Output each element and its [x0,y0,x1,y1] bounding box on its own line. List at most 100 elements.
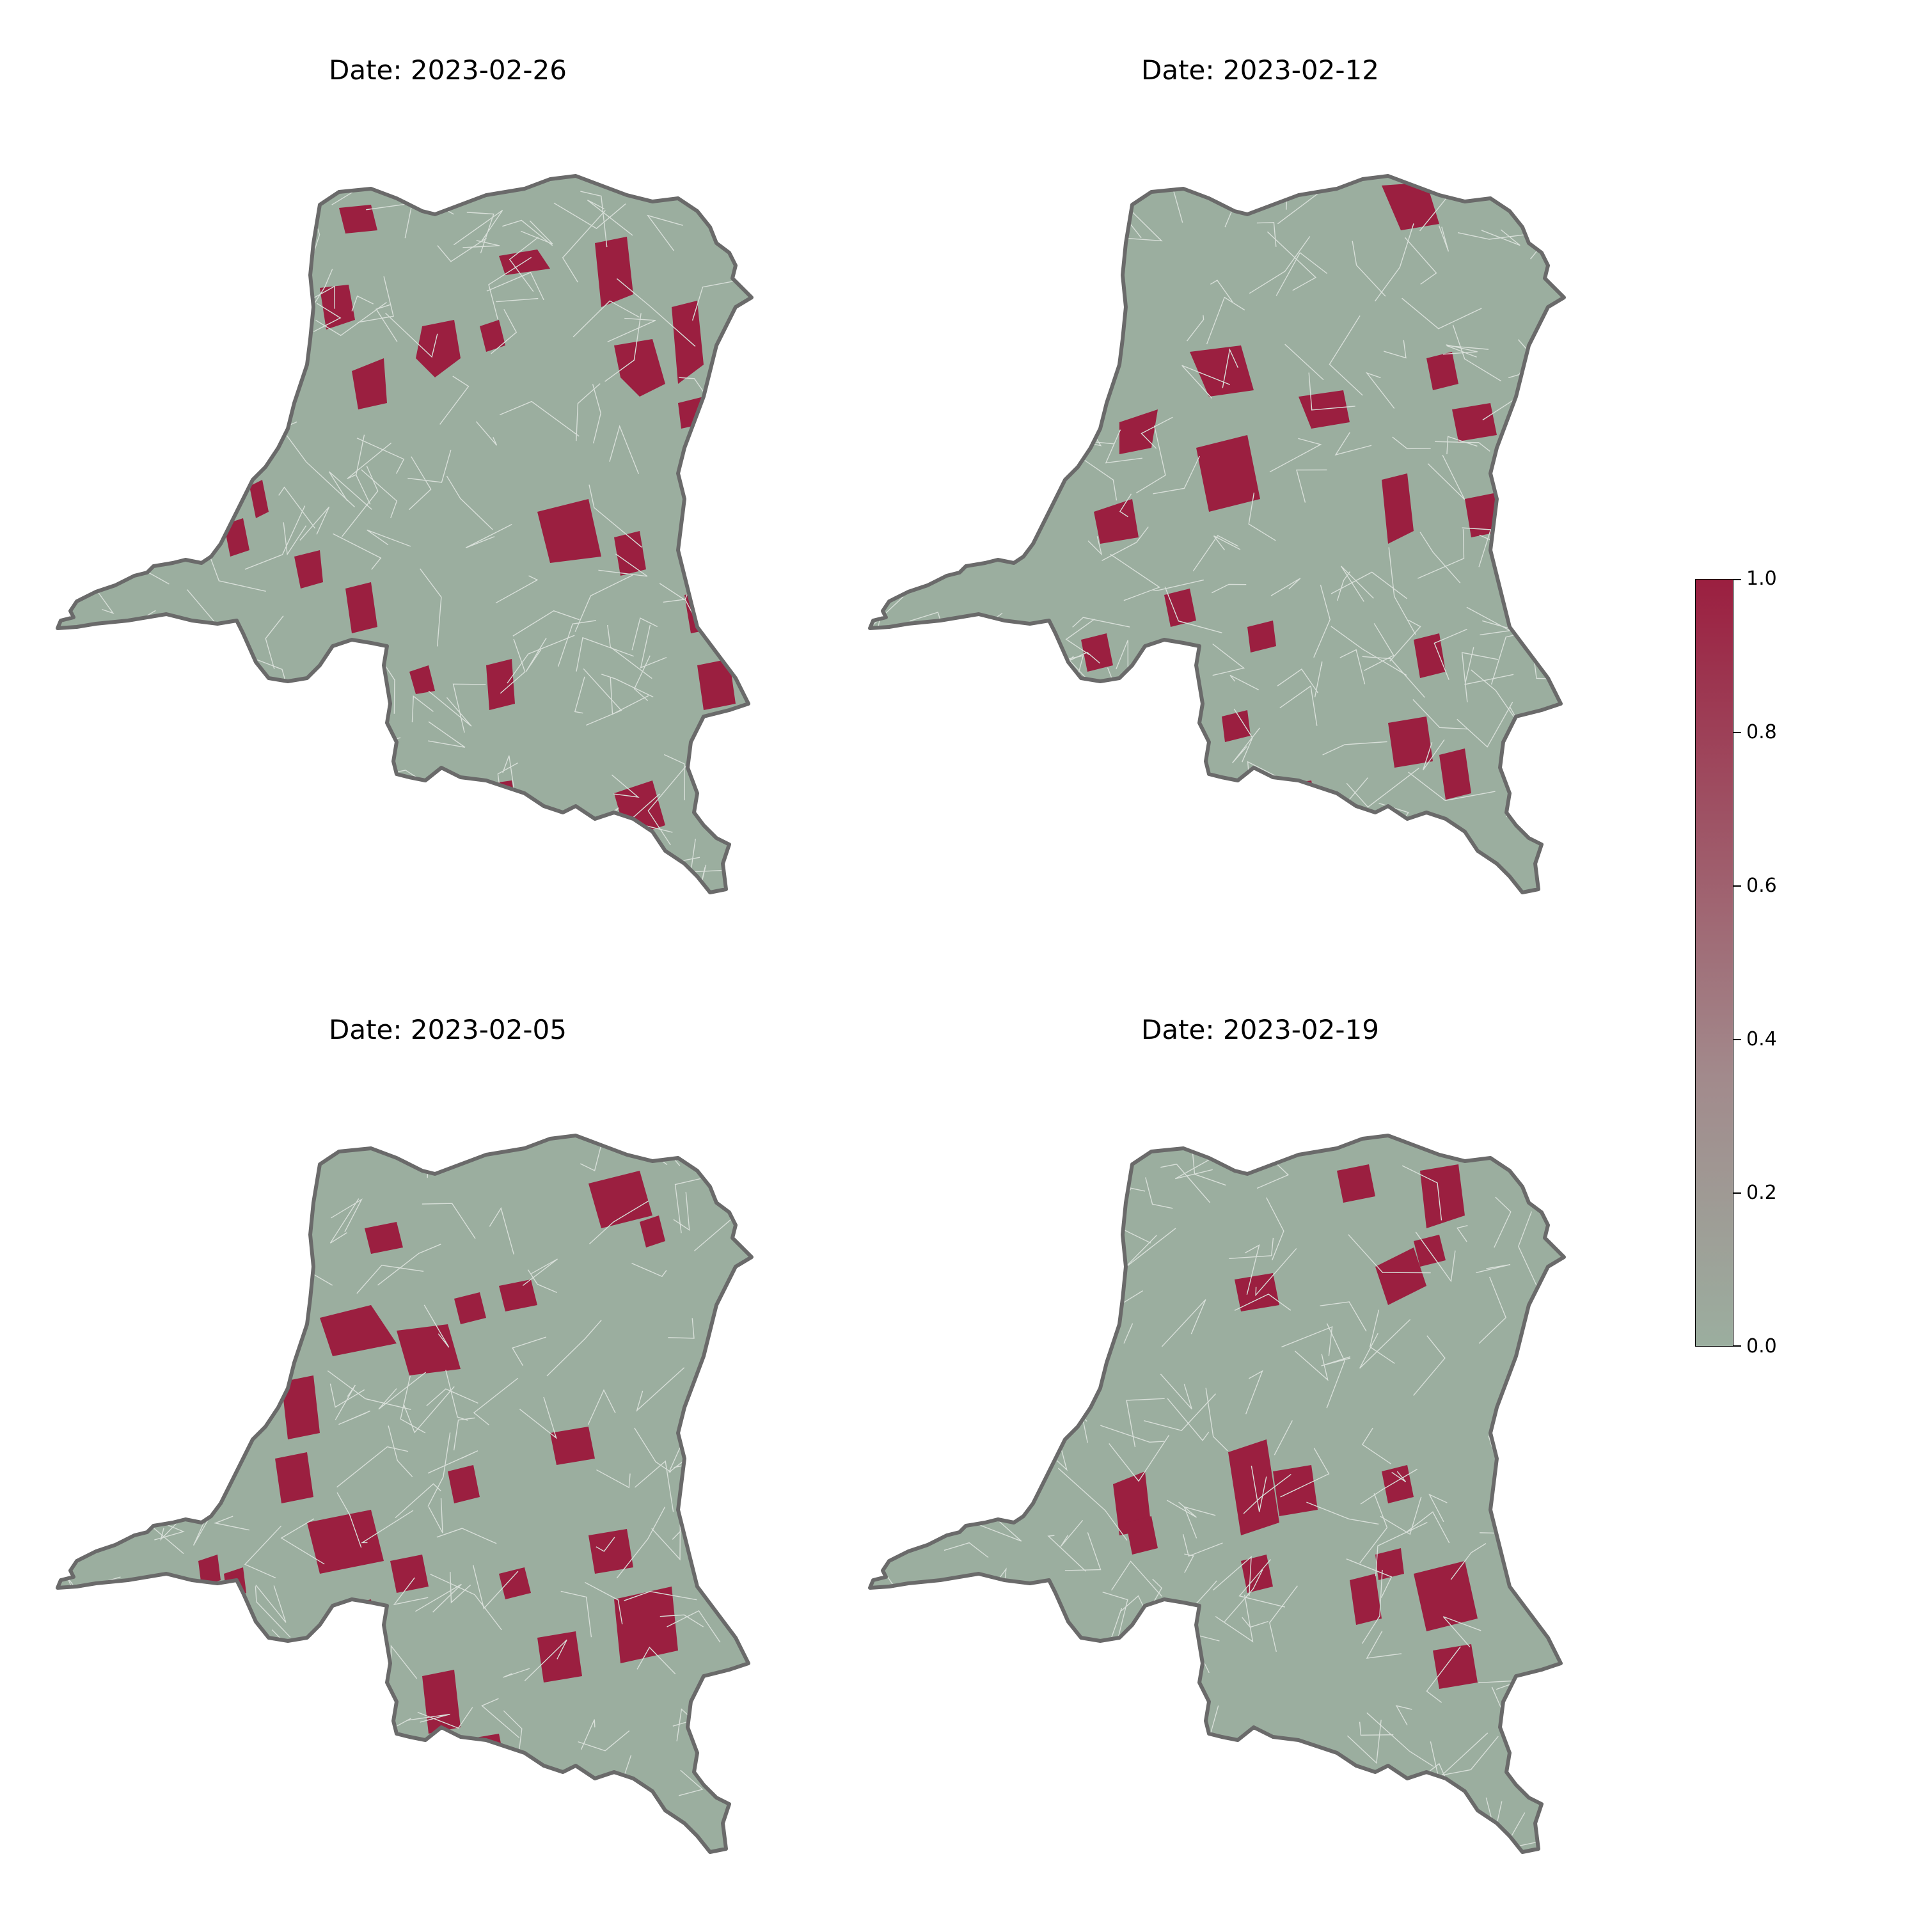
district-boundary [1079,301,1114,331]
district-boundary [1123,1323,1133,1344]
district-boundary [1130,692,1170,713]
district-boundary [1101,1846,1146,1852]
highlighted-district [281,1375,320,1439]
district-boundary [1452,324,1502,382]
district-boundary [1298,1818,1350,1852]
district-boundary [1064,1532,1102,1571]
district-boundary [415,1583,462,1613]
district-boundary [553,202,626,229]
district-boundary [944,394,1023,444]
highlighted-district [1426,352,1458,390]
district-boundary [1184,1553,1194,1573]
district-boundary [1102,1592,1128,1643]
district-boundary [1002,1835,1021,1852]
district-boundary [913,1322,963,1370]
district-boundary [1047,1535,1086,1572]
district-boundary [336,1446,409,1488]
district-boundary [635,1460,674,1512]
highlighted-district [588,1529,633,1574]
district-boundary [659,583,686,603]
district-boundary [1405,237,1437,285]
district-boundary [1395,1705,1412,1725]
district-boundary [147,1200,200,1224]
highlighted-district [1126,1516,1158,1555]
highlighted-district [537,499,601,563]
district-boundary [58,393,65,443]
district-boundary [214,1516,249,1531]
district-boundary [1503,507,1558,546]
district-boundary [1244,1244,1260,1295]
highlighted-district [1414,633,1446,678]
district-boundary [388,1425,413,1477]
highlighted-district [320,285,355,329]
district-boundary [1284,344,1324,381]
district-boundary [1274,1420,1293,1455]
highlighted-district [953,1583,969,1599]
district-boundary [1348,1234,1431,1274]
district-boundary [1011,1393,1035,1412]
district-boundary [1121,1745,1138,1781]
district-boundary [999,1152,1029,1203]
district-boundary [1110,553,1161,601]
choropleth-map [56,1134,754,1854]
district-boundary [1089,784,1118,811]
colorbar-gradient [1695,579,1733,1347]
district-boundary [129,1761,198,1812]
district-boundary [950,808,968,854]
district-boundary [1249,236,1311,294]
panel-title: Date: 2023-02-05 [329,1014,567,1045]
district-boundary [611,774,640,798]
district-boundary [1269,1585,1298,1652]
district-boundary [1380,1496,1422,1535]
district-boundary [1077,455,1117,501]
district-boundary [1160,1374,1192,1410]
district-boundary [607,317,656,343]
district-boundary [1280,1448,1330,1498]
district-boundary [696,864,707,892]
district-boundary [347,442,392,479]
district-boundary [253,704,293,734]
district-boundary [1457,1225,1468,1242]
district-boundary [712,553,741,595]
colorbar-tick [1733,732,1741,733]
district-boundary [329,1198,359,1244]
district-boundary [890,812,936,846]
district-boundary [1215,1594,1254,1643]
district-boundary [638,1830,660,1852]
district-boundary [403,1386,455,1434]
district-boundary [1060,1520,1084,1548]
country-outline [56,1134,754,1854]
district-boundary [525,637,547,672]
district-boundary [512,610,580,637]
district-boundary [356,438,405,474]
highlighted-district [550,1427,595,1465]
district-boundary [466,212,494,253]
district-boundary [1256,222,1277,247]
district-boundary [1366,1712,1434,1767]
district-boundary [326,1700,369,1727]
district-boundary [58,1308,71,1345]
district-boundary [1471,669,1517,722]
district-boundary [1212,583,1247,594]
district-boundary [423,1304,450,1348]
district-boundary [1145,1177,1173,1209]
district-boundary [1308,372,1355,411]
district-boundary [673,1192,690,1231]
district-boundary [578,1730,630,1752]
district-boundary [1068,1155,1092,1213]
district-boundary [178,1201,203,1235]
district-boundary [668,1318,695,1339]
district-boundary [876,1675,885,1714]
district-boundary [1160,1164,1211,1203]
district-boundary [1275,251,1328,296]
district-boundary [920,459,951,480]
district-boundary [1326,1323,1345,1409]
district-boundary [730,366,752,388]
colorbar: 1.0 0.8 0.6 0.4 0.2 0.0 [1695,567,1777,1358]
district-boundary [557,620,597,667]
district-boundary [502,755,517,802]
map-panel-top-right: Date: 2023-02-12 [851,51,1670,972]
district-boundary [150,1578,187,1627]
highlighted-district [1433,1644,1478,1689]
district-boundary [870,1457,895,1471]
